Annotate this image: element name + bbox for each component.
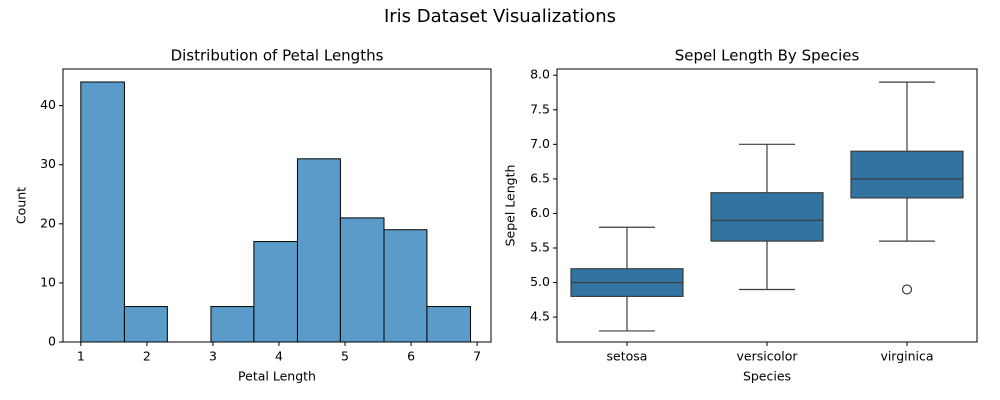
y-tick-label: 4.5: [530, 309, 550, 324]
x-tick-label: 5: [341, 349, 349, 364]
y-axis-label: Sepel Length: [503, 165, 518, 247]
y-tick-label: 10: [40, 274, 56, 289]
x-tick-label: virginica: [880, 349, 933, 364]
bar: [210, 306, 255, 343]
x-axis-label: Species: [743, 369, 791, 384]
y-tick-label: 8.0: [530, 67, 550, 82]
y-tick-label: 30: [40, 156, 56, 171]
y-tick-label: 6.0: [530, 205, 550, 220]
bar: [80, 81, 125, 343]
axes-title: Distribution of Petal Lengths: [171, 47, 384, 65]
bar: [426, 306, 472, 343]
x-tick-label: 3: [209, 349, 217, 364]
box: [710, 192, 824, 242]
x-axis-label: Petal Length: [238, 369, 316, 384]
y-tick-label: 0: [48, 334, 56, 349]
y-tick-label: 5.5: [530, 240, 550, 255]
bar: [253, 241, 298, 343]
bar: [383, 229, 428, 343]
y-tick-label: 20: [40, 215, 56, 230]
x-tick-label: 2: [143, 349, 151, 364]
y-axis-label: Count: [14, 187, 29, 224]
axes-frame: [62, 68, 492, 343]
figure-title: Iris Dataset Visualizations: [384, 6, 616, 27]
y-tick-label: 5.0: [530, 274, 550, 289]
y-tick-label: 40: [40, 97, 56, 112]
bar: [296, 158, 341, 343]
axes-title: Sepel Length By Species: [675, 47, 860, 65]
flier: [901, 284, 913, 295]
y-tick-label: 6.5: [530, 170, 550, 185]
y-tick-label: 7.0: [530, 136, 550, 151]
x-tick-label: 1: [77, 349, 85, 364]
x-tick-label: 7: [473, 349, 481, 364]
y-tick-label: 7.5: [530, 101, 550, 116]
box: [850, 150, 964, 199]
axes-frame: [556, 68, 978, 343]
x-tick-label: 4: [275, 349, 283, 364]
x-tick-label: versicolor: [737, 349, 799, 364]
bar: [339, 217, 385, 343]
x-tick-label: setosa: [607, 349, 648, 364]
bar: [123, 306, 168, 343]
x-tick-label: 6: [407, 349, 415, 364]
